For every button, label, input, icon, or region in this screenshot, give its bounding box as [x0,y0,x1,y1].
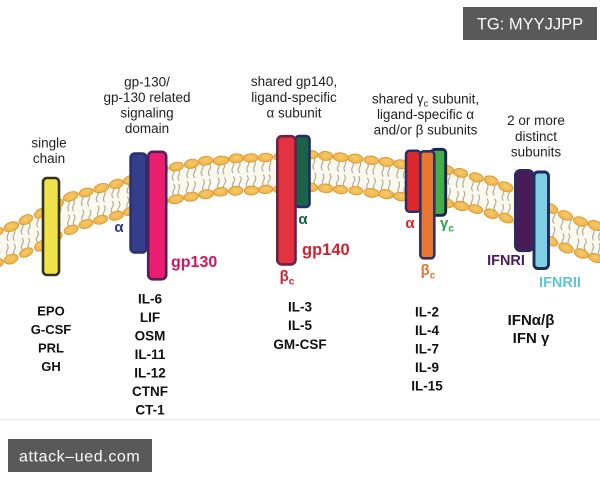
svg-text:IL-12: IL-12 [134,366,166,381]
svg-text:EPO: EPO [37,304,64,319]
svg-text:gp-130/: gp-130/ [124,74,170,89]
svg-text:IL-11: IL-11 [135,347,166,362]
svg-text:ligand-specific α: ligand-specific α [377,107,474,122]
svg-text:IFN γ: IFN γ [513,330,550,347]
svg-text:G-CSF: G-CSF [31,322,72,337]
svg-text:CTNF: CTNF [132,384,168,399]
svg-text:IL-7: IL-7 [415,342,439,357]
svg-text:IL-6: IL-6 [138,292,162,307]
svg-text:chain: chain [33,151,65,166]
svg-text:signaling: signaling [120,106,173,121]
svg-text:IL-5: IL-5 [288,318,312,333]
svg-text:TG: MYYJJPP: TG: MYYJJPP [477,16,583,34]
svg-text:IFNα/β: IFNα/β [508,312,555,329]
svg-text:single: single [31,136,66,151]
svg-text:gp140: gp140 [302,241,350,259]
svg-text:shared gp140,: shared gp140, [251,74,337,89]
svg-text:CT-1: CT-1 [135,403,165,418]
svg-text:IL-2: IL-2 [415,305,439,320]
svg-text:subunits: subunits [511,145,562,160]
svg-text:IFNRI: IFNRI [487,253,525,269]
svg-text:GH: GH [41,359,61,374]
svg-text:attack–ued.com: attack–ued.com [19,449,140,466]
svg-text:α subunit: α subunit [266,105,321,120]
svg-text:gp130: gp130 [171,254,217,271]
svg-text:shared γc subunit,: shared γc subunit, [372,91,479,108]
svg-text:and/or β subunits: and/or β subunits [374,123,478,138]
svg-text:IFNRII: IFNRII [539,275,581,291]
svg-text:IL-15: IL-15 [411,379,443,394]
svg-text:LIF: LIF [140,310,160,325]
svg-text:PRL: PRL [38,341,64,356]
svg-text:gp-130 related: gp-130 related [103,90,190,105]
svg-text:α: α [298,211,308,228]
svg-text:IL-4: IL-4 [415,323,439,338]
svg-text:domain: domain [125,121,169,136]
svg-text:IL-9: IL-9 [415,360,439,375]
svg-text:ligand-specific: ligand-specific [251,90,337,105]
svg-text:α: α [114,219,124,236]
svg-text:GM-CSF: GM-CSF [273,337,326,352]
svg-text:α: α [405,215,415,232]
svg-text:IL-3: IL-3 [288,299,312,314]
svg-text:OSM: OSM [135,329,166,344]
svg-text:distinct: distinct [515,129,557,144]
svg-text:2 or more: 2 or more [507,113,565,128]
